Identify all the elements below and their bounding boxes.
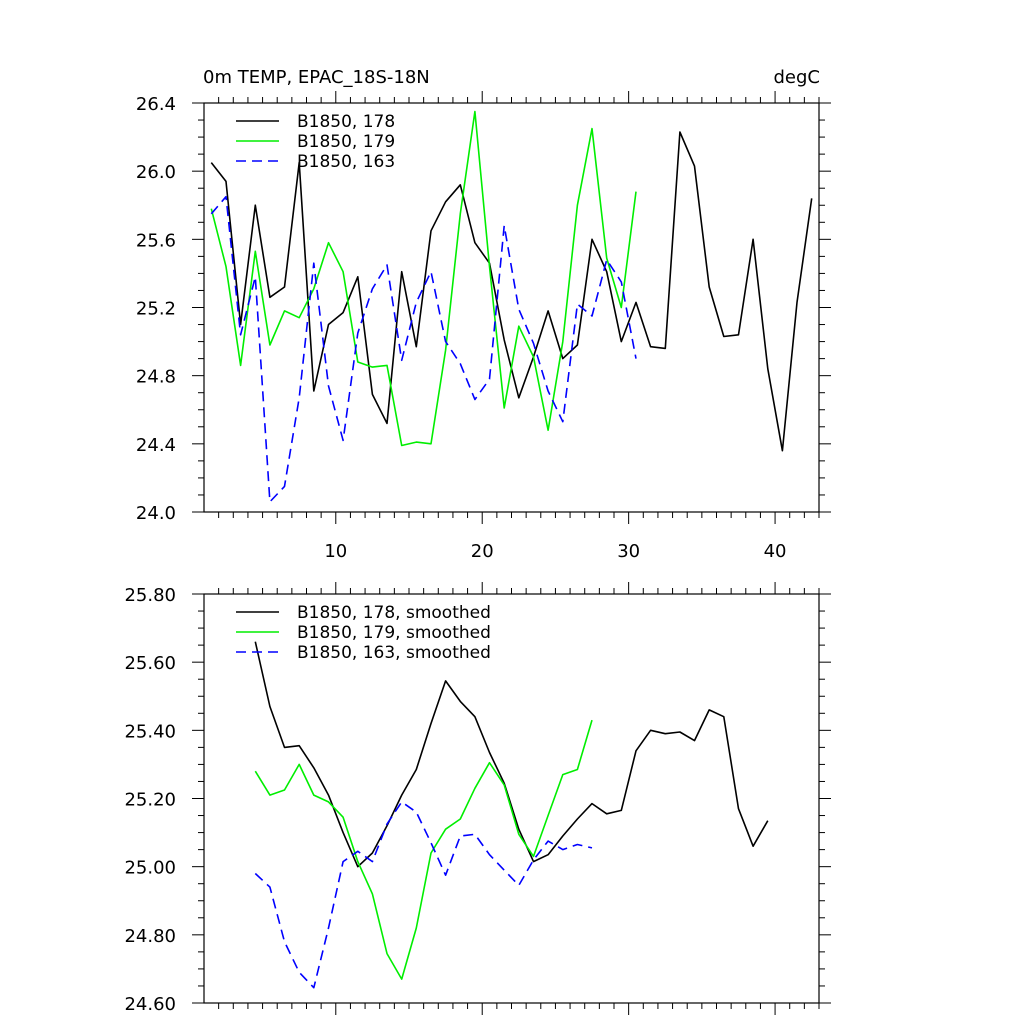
top-y-tick-label: 24.8 bbox=[136, 367, 176, 388]
top-y-tick-label: 24.0 bbox=[136, 503, 176, 524]
bottom-panel: 24.60 24.80 25.00 25.20 25.40 25.60 25.80 B1850… bbox=[124, 582, 831, 1015]
top-x-tick-label: 30 bbox=[617, 541, 640, 562]
top-legend-label: B1850, 163 bbox=[297, 152, 395, 172]
bottom-y-tick-label: 25.20 bbox=[124, 790, 176, 811]
top-y-tick-label: 26.0 bbox=[136, 162, 176, 183]
top-series-line-3 bbox=[210, 195, 637, 503]
bottom-y-tick-label: 24.60 bbox=[124, 994, 176, 1015]
bottom-y-tick-label: 25.60 bbox=[124, 653, 176, 674]
bottom-series-line-2 bbox=[254, 719, 593, 980]
top-chart-units: degC bbox=[774, 67, 821, 88]
bottom-legend-label: B1850, 179, smoothed bbox=[297, 623, 491, 643]
top-y-tick-label: 26.4 bbox=[136, 94, 176, 115]
top-series-line-1 bbox=[210, 131, 813, 452]
top-x-tick-label: 10 bbox=[324, 541, 347, 562]
bottom-y-tick-label: 25.00 bbox=[124, 858, 176, 879]
top-series-line-2 bbox=[210, 110, 637, 447]
top-panel: 0m TEMP, EPAC_18S-18N degC 10 20 30 40 24.0 2… bbox=[136, 67, 831, 562]
bottom-legend-label: B1850, 163, smoothed bbox=[297, 643, 491, 663]
top-y-tick-label: 24.4 bbox=[136, 435, 176, 456]
top-y-tick-label: 25.2 bbox=[136, 299, 176, 320]
top-chart-title: 0m TEMP, EPAC_18S-18N bbox=[203, 67, 430, 88]
bottom-legend-label: B1850, 178, smoothed bbox=[297, 603, 491, 623]
bottom-series-line-1 bbox=[254, 641, 769, 868]
bottom-series-line-3 bbox=[254, 801, 593, 989]
top-legend-label: B1850, 179 bbox=[297, 132, 395, 152]
bottom-y-tick-label: 25.80 bbox=[124, 585, 176, 606]
top-y-tick-label: 25.6 bbox=[136, 230, 176, 251]
top-x-tick-label: 40 bbox=[764, 541, 787, 562]
bottom-y-tick-label: 25.40 bbox=[124, 721, 176, 742]
bottom-y-tick-label: 24.80 bbox=[124, 926, 176, 947]
top-x-tick-label: 20 bbox=[471, 541, 494, 562]
top-legend-label: B1850, 178 bbox=[297, 112, 395, 132]
